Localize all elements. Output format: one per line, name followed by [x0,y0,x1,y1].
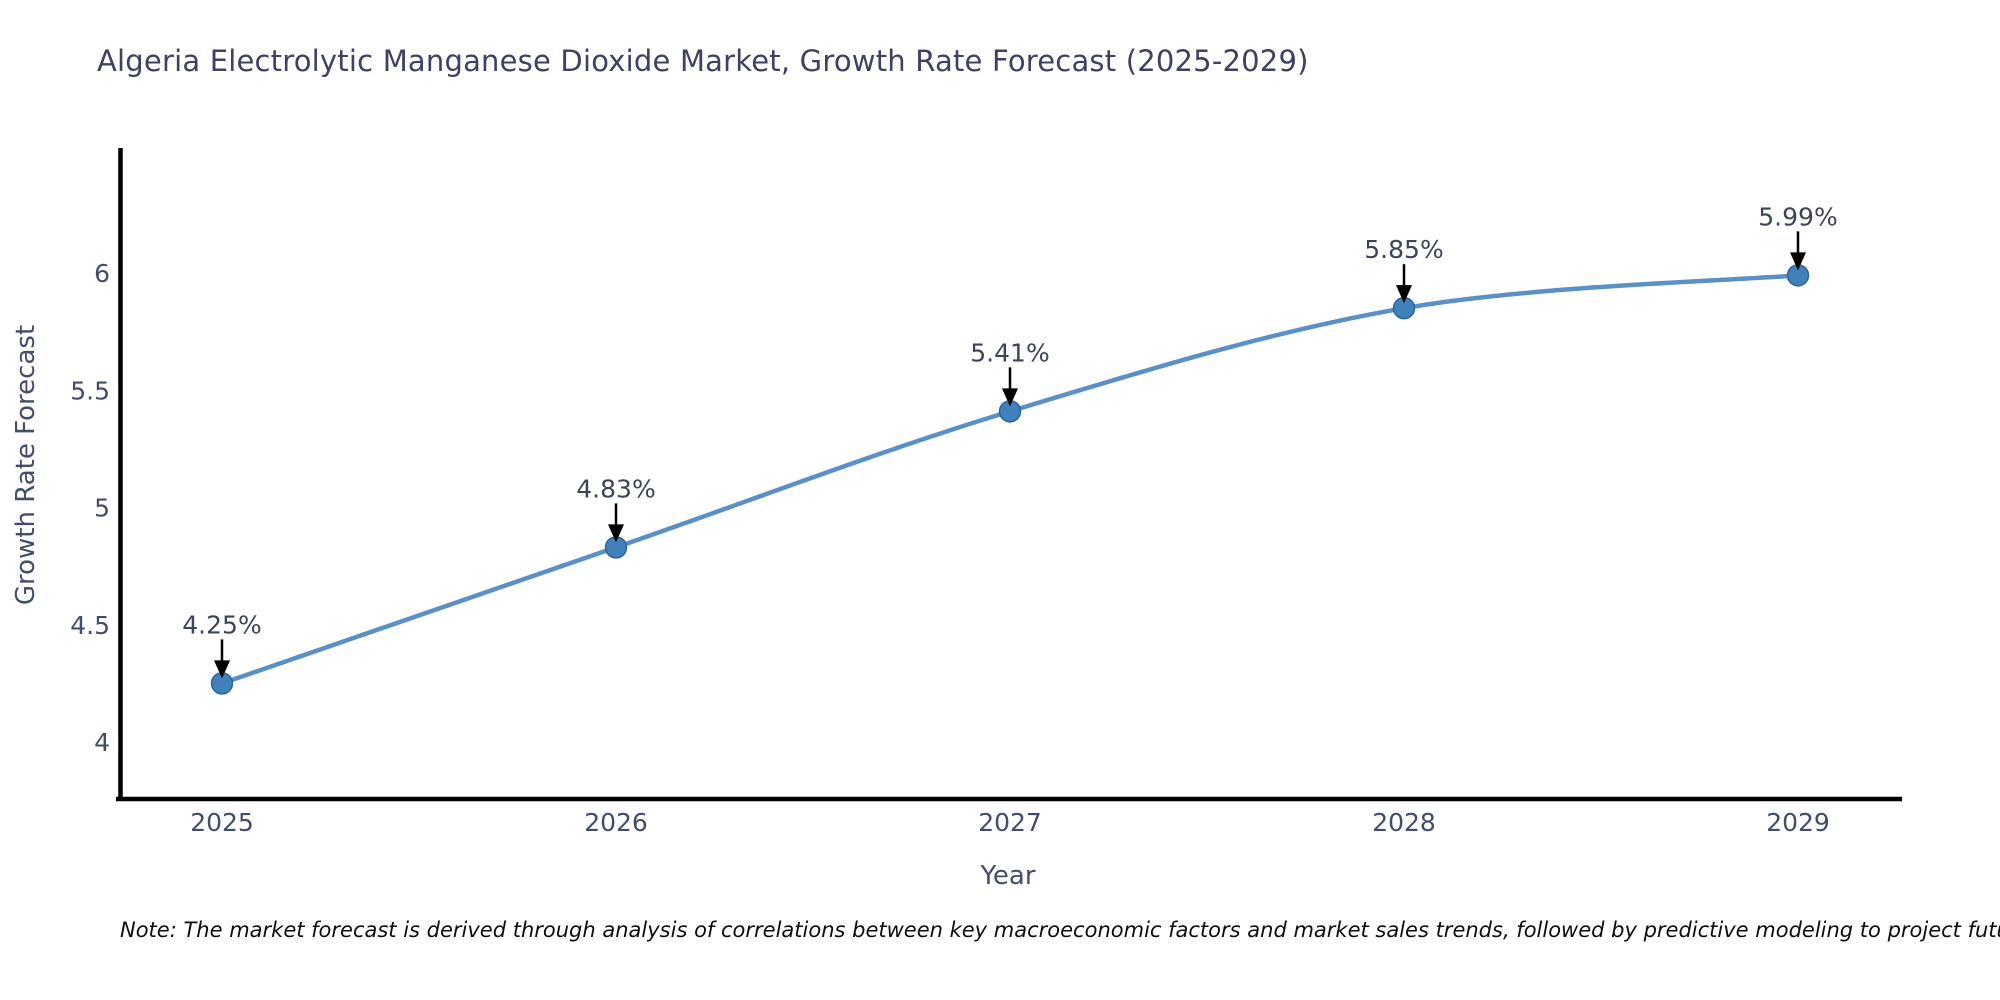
y-axis-title: Growth Rate Forecast [11,325,41,605]
chart-title: Algeria Electrolytic Manganese Dioxide M… [97,44,1309,78]
point-annotation: 4.83% [576,474,656,543]
y-tick-label: 4 [94,728,110,757]
annotation-arrowhead-icon [608,524,624,543]
annotation-arrowhead-icon [214,660,230,679]
point-annotation: 4.25% [182,610,262,679]
series-layer [210,264,1810,695]
annotation-arrowhead-icon [1790,252,1806,271]
annotation-arrowhead-icon [1396,285,1412,304]
point-annotation-label: 4.25% [182,610,261,639]
point-annotation-label: 5.85% [1364,235,1443,264]
point-annotation-label: 5.41% [970,338,1049,367]
point-annotation: 5.99% [1758,202,1838,271]
growth-rate-series-line [219,273,1801,686]
x-tick-label: 2025 [190,808,254,837]
axes-layer [116,148,1902,802]
footnote: Note: The market forecast is derived thr… [120,918,2000,942]
x-axis-title: Year [979,861,1035,891]
ticks-layer: 4 4.5 5 5.5 6 2025 2026 2027 2028 2029 [70,259,1830,837]
y-tick-label: 5 [94,494,110,523]
point-annotation-label: 4.83% [576,474,655,503]
point-annotation: 5.41% [970,338,1050,407]
annotation-arrowhead-icon [1002,388,1018,407]
y-tick-label: 4.5 [70,611,110,640]
x-tick-label: 2029 [1766,808,1830,837]
y-tick-label: 5.5 [70,376,110,405]
y-tick-label: 6 [94,259,110,288]
point-annotation-label: 5.99% [1758,202,1837,231]
annotation-layer: 4.25% 4.83% 5.41% 5.85% 5.99% [182,202,1838,679]
point-annotation: 5.85% [1364,235,1444,304]
x-tick-label: 2027 [978,808,1042,837]
x-tick-label: 2026 [584,808,648,837]
x-tick-label: 2028 [1372,808,1436,837]
